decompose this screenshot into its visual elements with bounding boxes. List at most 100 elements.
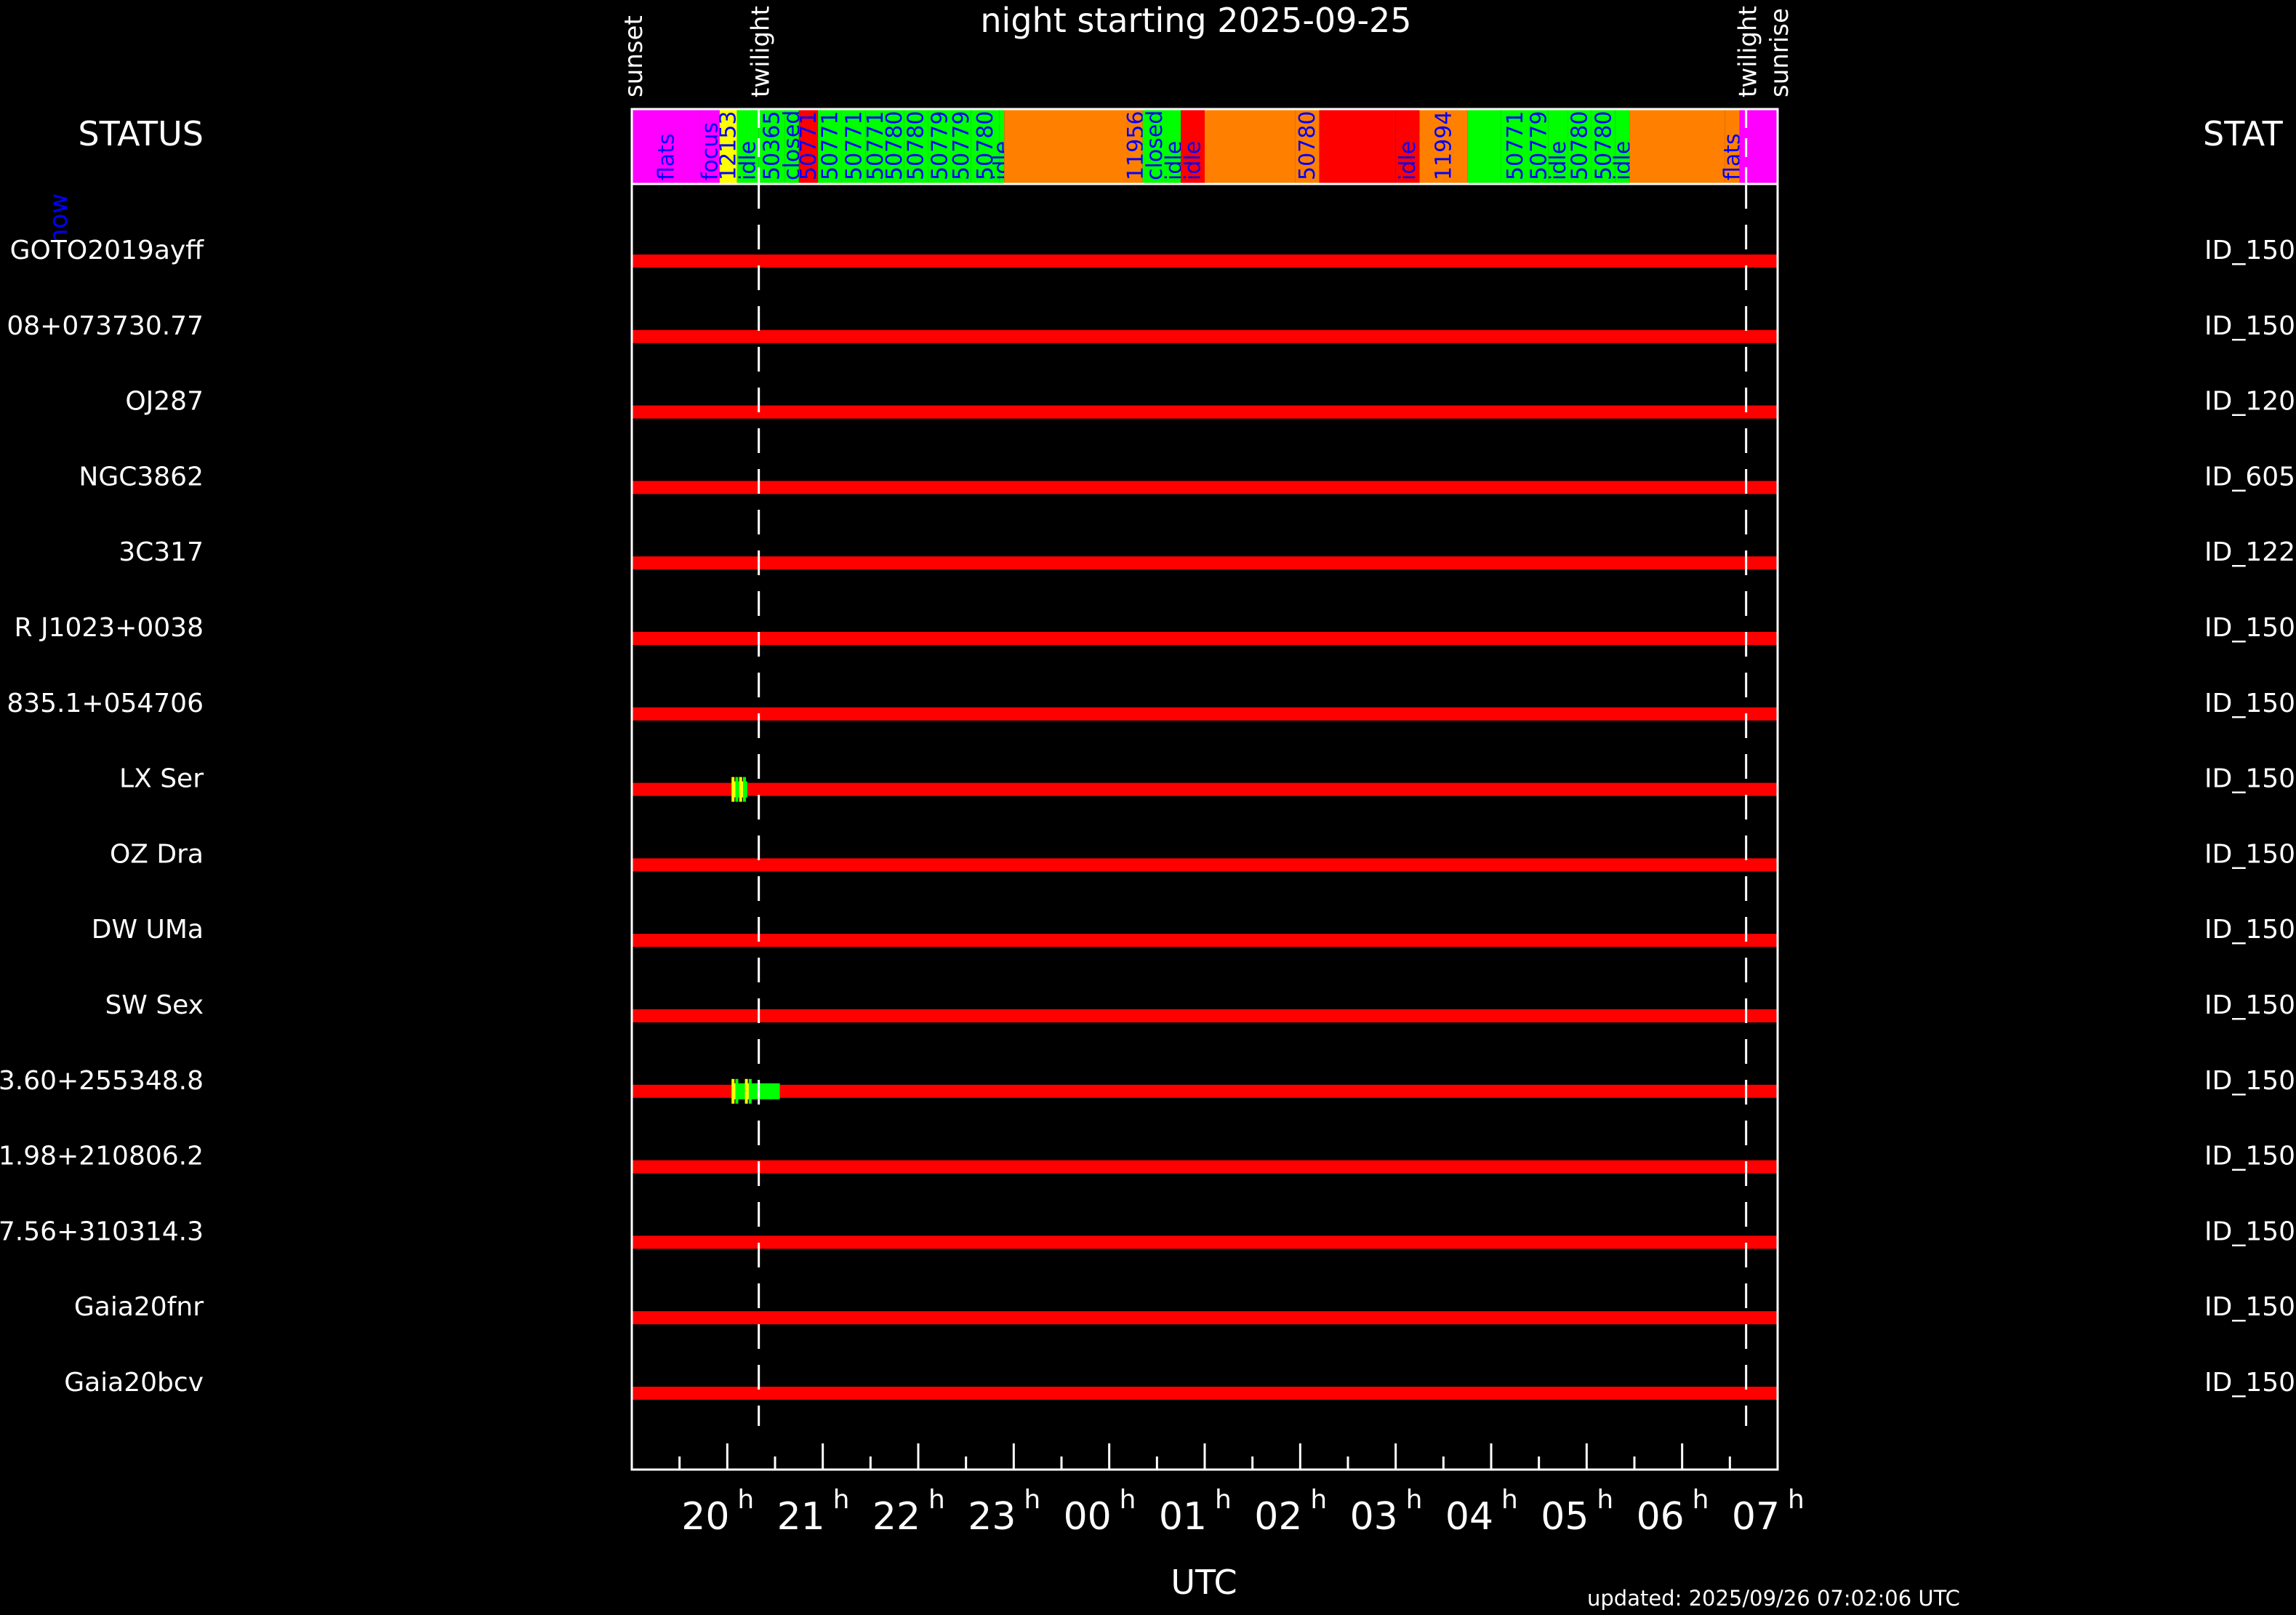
status-block (1395, 109, 1420, 184)
x-axis-label: UTC (1171, 1563, 1237, 1602)
status-block-label: 50779 (949, 111, 974, 180)
target-id: ID_150 (2204, 689, 2295, 718)
target-observation-segment (736, 1083, 747, 1099)
status-block-label: idle (1395, 141, 1421, 180)
status-block (1181, 109, 1205, 184)
status-block (1629, 109, 1725, 184)
target-id: ID_150 (2204, 764, 2295, 794)
target-row-bar (632, 255, 1778, 268)
status-block (1205, 109, 1296, 184)
x-tick-suffix: h (1024, 1485, 1040, 1515)
status-block (1568, 109, 1591, 184)
target-row-bar (632, 1084, 1778, 1098)
target-row-bar (632, 481, 1778, 494)
target-id: ID_150 (2204, 613, 2295, 643)
x-tick-label: 01 (1159, 1495, 1207, 1539)
status-block-label: closed (1142, 111, 1168, 180)
status-block (758, 109, 785, 184)
target-name: Gaia20bcv (64, 1368, 204, 1398)
target-row-bar (632, 632, 1778, 645)
x-tick-label: 20 (681, 1495, 729, 1539)
status-right-label: STAT (2203, 114, 2284, 153)
twilight-label: twilight (747, 6, 776, 97)
status-block-label: 50771 (1503, 111, 1528, 180)
status-block-label: 50771 (863, 111, 888, 180)
target-id: ID_150 (2204, 1368, 2295, 1398)
target-row-bar (632, 782, 1778, 796)
status-block-label: idle (1181, 141, 1206, 180)
sunrise-label: sunrise (1765, 8, 1794, 97)
status-block (1529, 109, 1549, 184)
x-tick-label: 21 (777, 1495, 825, 1539)
target-row-bar (632, 329, 1778, 343)
target-observation-segment (746, 1083, 750, 1099)
x-tick-suffix: h (1788, 1485, 1805, 1515)
target-name: 1.98+210806.2 (0, 1142, 204, 1171)
status-block (841, 109, 866, 184)
status-block-label: 50771 (841, 111, 867, 180)
x-tick-label: 22 (872, 1495, 920, 1539)
status-block-label: 50780 (1591, 111, 1616, 180)
target-name: GOTO2019ayff (10, 236, 205, 265)
x-tick-suffix: h (1310, 1485, 1327, 1515)
status-block-label: 50780 (973, 111, 998, 180)
target-name: OZ Dra (110, 839, 204, 869)
x-tick-suffix: h (1120, 1485, 1136, 1515)
target-observation-segment (750, 1083, 780, 1099)
x-tick-suffix: h (1501, 1485, 1518, 1515)
status-block-label: 50365 (759, 111, 784, 180)
status-block (1295, 109, 1320, 184)
status-block (904, 109, 928, 184)
now-label: now (44, 193, 73, 244)
status-block (798, 109, 819, 184)
x-tick-label: 00 (1064, 1495, 1112, 1539)
target-name: 3.60+255348.8 (0, 1066, 204, 1096)
target-row-bar (632, 858, 1778, 872)
status-block (632, 109, 701, 184)
target-name: LX Ser (119, 764, 204, 794)
target-id: ID_150 (2204, 990, 2295, 1020)
target-name: 835.1+054706 (7, 689, 204, 718)
status-block (1501, 109, 1530, 184)
target-name: R J1023+0038 (15, 613, 204, 643)
target-id: ID_150 (2204, 1217, 2295, 1246)
target-name: 7.56+310314.3 (0, 1217, 204, 1246)
status-block (928, 109, 952, 184)
status-block (719, 109, 737, 184)
target-row-bar (632, 405, 1778, 419)
x-tick-label: 02 (1254, 1495, 1302, 1539)
target-row-bar (632, 1009, 1778, 1022)
x-tick-suffix: h (1406, 1485, 1423, 1515)
status-block-label: 50780 (1295, 111, 1320, 180)
x-tick-label: 07 (1732, 1495, 1780, 1539)
status-block-label: 50771 (818, 111, 843, 180)
status-bar: flats focus12153idle50365closed5077150771… (632, 109, 1778, 184)
target-name: 08+073730.77 (7, 311, 204, 341)
target-name: 3C317 (119, 537, 204, 567)
status-block (736, 109, 759, 184)
x-tick-label: 04 (1445, 1495, 1493, 1539)
status-block-label: 50779 (1527, 111, 1552, 180)
target-id: ID_150 (2204, 839, 2295, 869)
target-row-bar (632, 934, 1778, 947)
target-id: ID_120 (2204, 387, 2295, 417)
x-tick-suffix: h (833, 1485, 850, 1515)
target-name: DW UMa (92, 915, 204, 945)
target-row-bar (632, 707, 1778, 721)
status-block (971, 109, 1000, 184)
target-id: ID_150 (2204, 311, 2295, 341)
status-block (1166, 109, 1181, 184)
target-id: ID_150 (2204, 1142, 2295, 1171)
x-tick-suffix: h (1693, 1485, 1709, 1515)
status-block (1004, 109, 1128, 184)
status-left-label: STATUS (78, 114, 204, 153)
target-rows: GOTO2019ayff ID_150 08+073730.77 ID_150 OJ28… (0, 236, 2295, 1400)
status-block-label: idle (736, 141, 761, 180)
status-block (1548, 109, 1568, 184)
x-tick-label: 06 (1637, 1495, 1685, 1539)
target-row-bar (632, 1311, 1778, 1325)
x-tick-label: 23 (968, 1495, 1016, 1539)
status-block (1615, 109, 1630, 184)
x-tick-suffix: h (1597, 1485, 1613, 1515)
